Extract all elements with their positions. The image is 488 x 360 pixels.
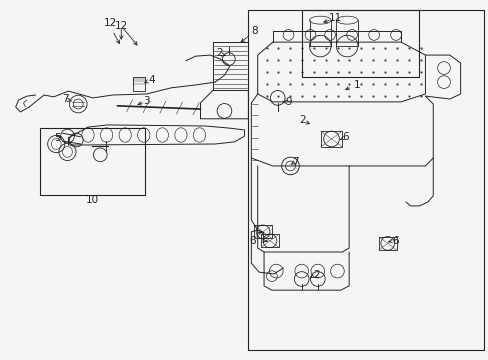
Text: 6: 6 [391,236,398,246]
Text: 5: 5 [54,133,61,143]
Bar [248,10,483,350]
Bar [302,10,418,77]
Text: 4: 4 [148,75,155,85]
Text: 2: 2 [298,115,305,125]
Text: 7: 7 [292,157,299,167]
Text: 6: 6 [341,132,348,142]
Text: 7: 7 [61,94,68,104]
Text: 11: 11 [327,13,341,23]
Bar [320,131,342,147]
Text: 12: 12 [103,18,117,28]
Text: 2: 2 [313,270,320,280]
Text: 3: 3 [143,96,150,106]
Text: 2: 2 [216,48,223,58]
Bar [254,225,271,238]
Bar [40,128,144,195]
Text: 6: 6 [248,236,255,246]
Text: 10: 10 [86,195,99,205]
Bar [378,237,396,250]
Bar [133,77,145,91]
Text: 8: 8 [250,26,257,36]
Text: 12: 12 [114,21,128,31]
Bar [261,234,278,247]
Text: 9: 9 [285,97,291,107]
Text: 1: 1 [353,80,360,90]
